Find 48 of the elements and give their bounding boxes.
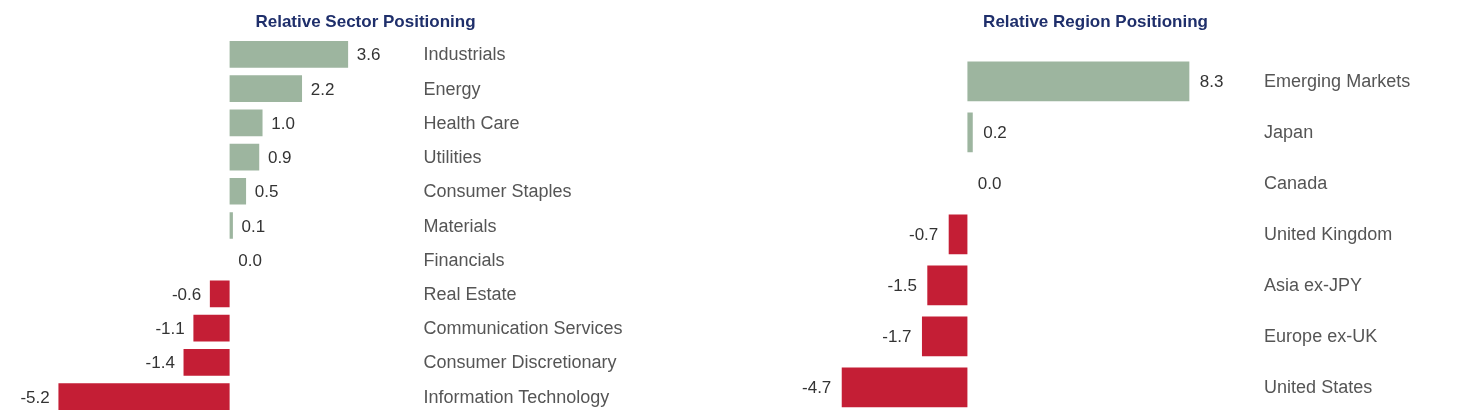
y-tick-label: Utilities — [423, 147, 482, 168]
data-label: 0.0 — [238, 250, 262, 270]
data-label: 0.0 — [977, 174, 1002, 194]
y-tick-label: Health Care — [423, 112, 520, 133]
data-label: 8.3 — [1199, 72, 1224, 92]
data-label: 0.1 — [241, 216, 266, 236]
data-label: -4.7 — [802, 378, 832, 398]
y-tick-label: Real Estate — [423, 283, 517, 304]
data-label: 0.5 — [254, 182, 279, 202]
bar — [229, 212, 233, 239]
data-label: -1.4 — [145, 353, 175, 373]
y-tick-label: Energy — [423, 78, 481, 99]
bar — [229, 75, 303, 102]
y-tick-label: Information Technology — [423, 386, 610, 407]
data-label: 3.6 — [356, 45, 381, 65]
data-label: 0.2 — [983, 123, 1007, 143]
bar — [229, 40, 349, 68]
y-tick-label: Financials — [423, 249, 505, 270]
data-label: -1.1 — [155, 319, 185, 339]
bar — [229, 143, 260, 171]
bar — [229, 109, 263, 137]
y-tick-label: United Kingdom — [1264, 224, 1393, 245]
data-label: 1.0 — [271, 113, 295, 133]
bar — [58, 383, 230, 411]
data-label: -1.5 — [887, 276, 917, 296]
y-tick-label: Europe ex-UK — [1264, 326, 1378, 347]
bar — [183, 349, 230, 376]
y-tick-label: Communication Services — [423, 318, 623, 339]
y-tick-label: Materials — [423, 215, 497, 236]
chart-title: Relative Region Positioning — [983, 11, 1208, 31]
y-tick-label: Asia ex-JPY — [1264, 275, 1363, 296]
y-tick-label: Consumer Staples — [423, 181, 572, 202]
y-tick-label: Emerging Markets — [1264, 71, 1411, 92]
bar — [193, 314, 230, 342]
data-label: -0.7 — [908, 225, 939, 245]
y-tick-label: Japan — [1264, 122, 1314, 143]
bar — [229, 177, 247, 205]
data-label: -5.2 — [20, 387, 50, 407]
y-tick-label: United States — [1264, 377, 1373, 398]
bar — [209, 280, 230, 308]
chart-title: Relative Sector Positioning — [255, 11, 476, 31]
data-label: -1.7 — [882, 327, 912, 347]
y-tick-label: Canada — [1264, 173, 1329, 194]
data-label: -0.6 — [171, 284, 202, 304]
data-label: 2.2 — [310, 79, 335, 99]
data-label: 0.9 — [267, 148, 292, 168]
y-tick-label: Industrials — [423, 44, 506, 65]
y-tick-label: Consumer Discretionary — [423, 352, 617, 373]
